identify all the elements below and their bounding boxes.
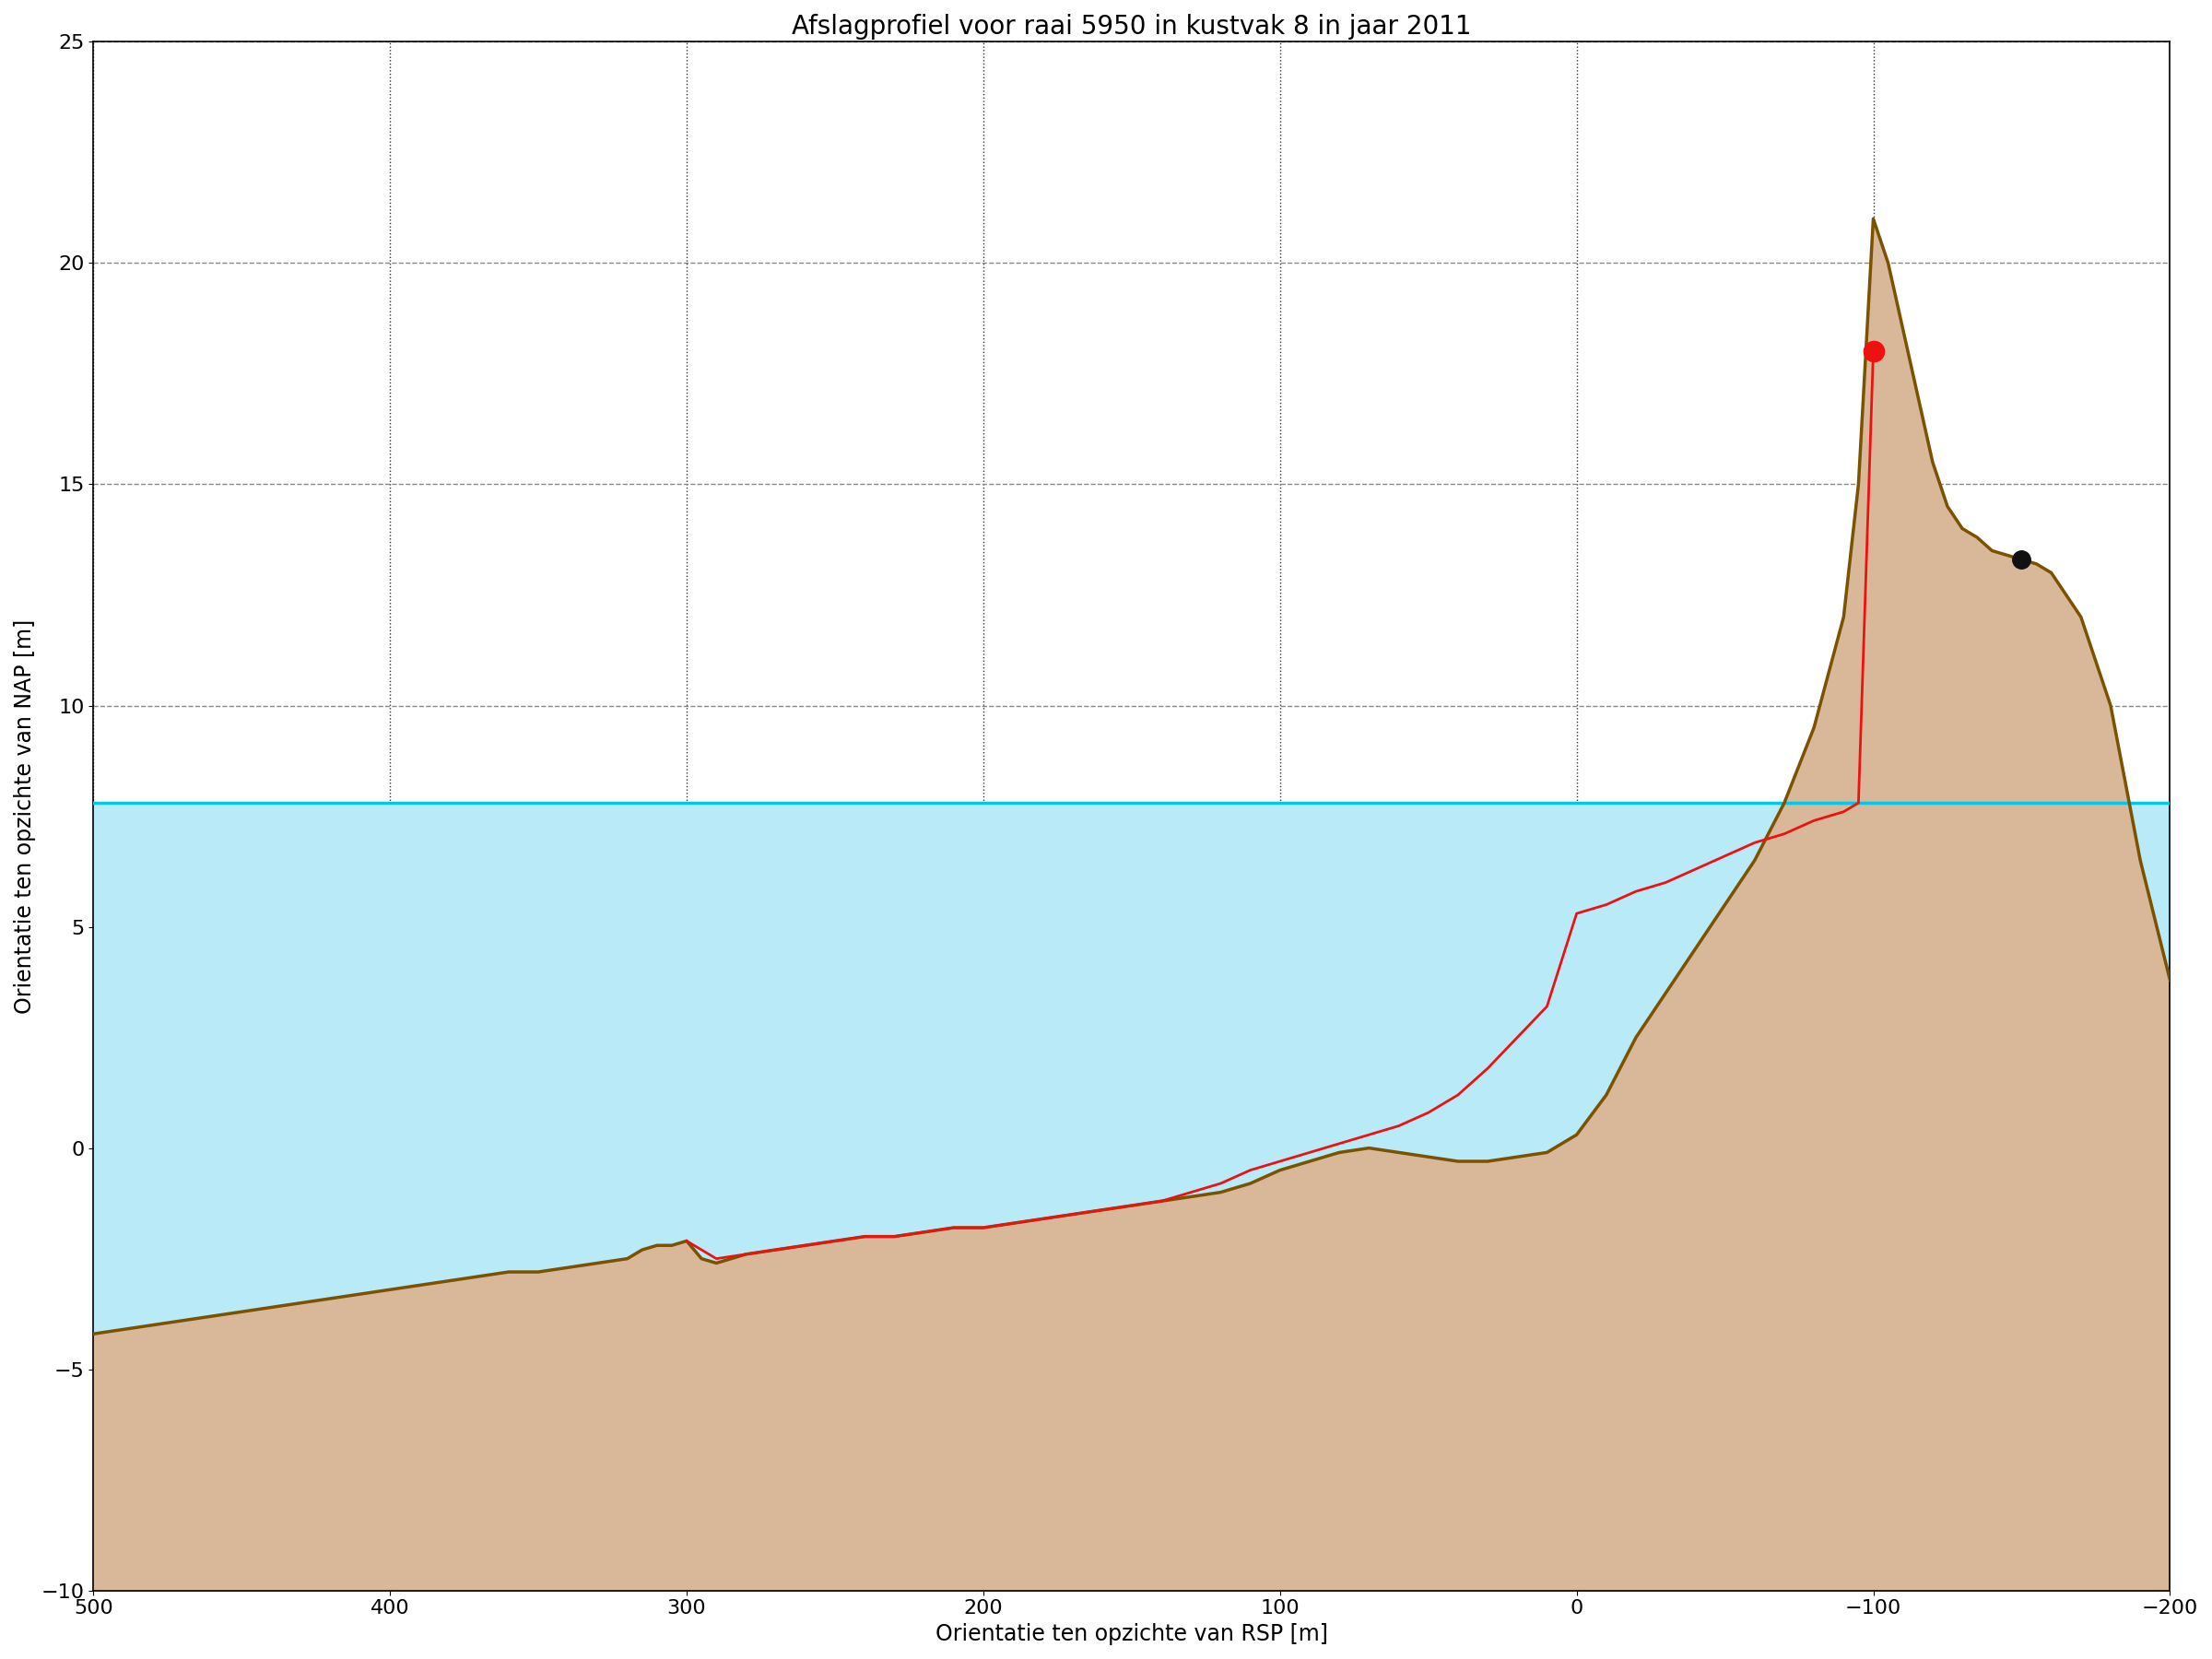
X-axis label: Orientatie ten opzichte van RSP [m]: Orientatie ten opzichte van RSP [m]	[936, 1623, 1327, 1646]
Y-axis label: Orientatie ten opzichte van NAP [m]: Orientatie ten opzichte van NAP [m]	[13, 619, 35, 1014]
Title: Afslagprofiel voor raai 5950 in kustvak 8 in jaar 2011: Afslagprofiel voor raai 5950 in kustvak …	[792, 13, 1471, 40]
